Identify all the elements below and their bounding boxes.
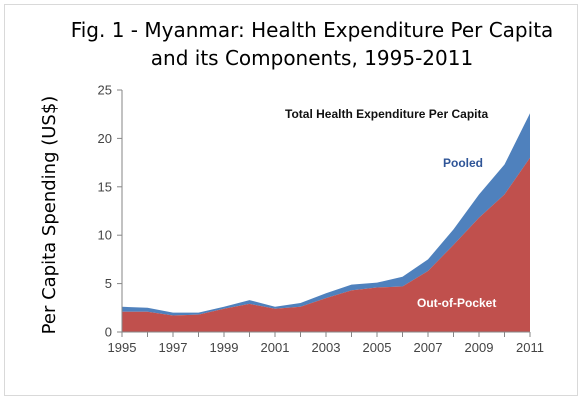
y-tick-label: 5 <box>105 276 112 291</box>
chart-title-line-2: and its Components, 1995-2011 <box>151 46 473 70</box>
area-layers <box>122 113 530 332</box>
pooled-label: Pooled <box>443 156 483 170</box>
chart-title-line-1: Fig. 1 - Myanmar: Health Expenditure Per… <box>71 18 554 42</box>
x-tick-label: 2007 <box>414 340 443 355</box>
x-tick-label: 2011 <box>516 340 544 355</box>
y-tick-labels: 0 5 10 15 20 25 <box>98 83 112 340</box>
x-tick-labels: 1995 1997 1999 2001 2003 2005 2007 2009 2011 <box>108 340 544 355</box>
out-of-pocket-area <box>122 157 530 332</box>
pooled-area <box>122 113 530 316</box>
y-tick-label: 25 <box>98 83 112 98</box>
x-tick-label: 1997 <box>159 340 188 355</box>
y-tick-label: 15 <box>98 179 112 194</box>
x-tick-label: 1995 <box>108 340 137 355</box>
y-tick-label: 10 <box>98 228 112 243</box>
x-tick-label: 1999 <box>210 340 239 355</box>
x-tick-label: 2009 <box>465 340 494 355</box>
x-tick-label: 2005 <box>363 340 392 355</box>
y-tick-label: 20 <box>98 131 112 146</box>
total-expenditure-label: Total Health Expenditure Per Capita <box>285 107 488 121</box>
y-tick-label: 0 <box>105 325 112 340</box>
axes <box>117 89 531 337</box>
x-tick-label: 2001 <box>261 340 290 355</box>
y-axis-label: Per Capita Spending (US$) <box>39 96 60 335</box>
x-tick-label: 2003 <box>312 340 341 355</box>
out-of-pocket-label: Out-of-Pocket <box>417 296 496 310</box>
